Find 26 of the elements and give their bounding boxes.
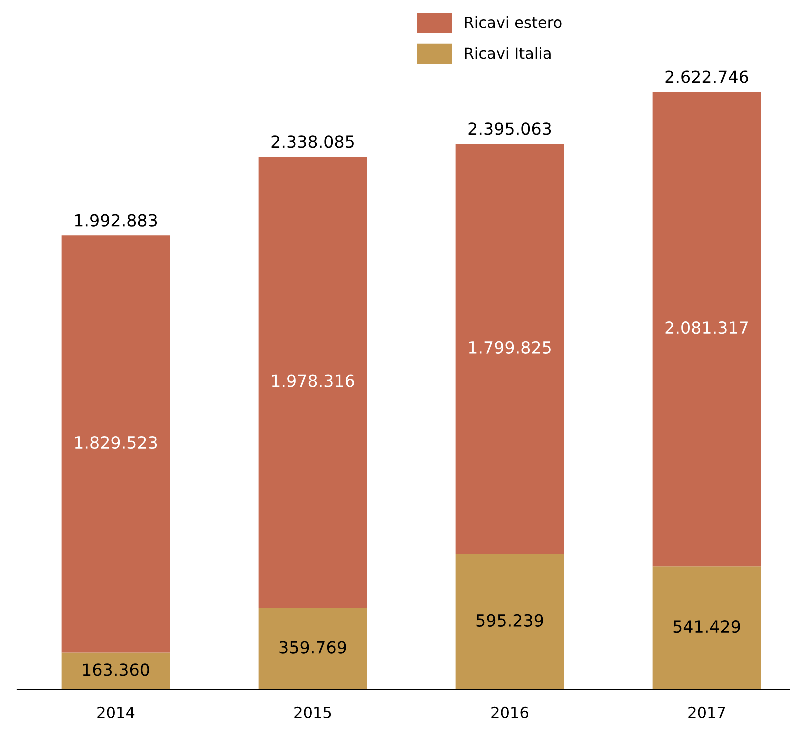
bar — [456, 554, 564, 690]
x-tick-label: 2014 — [98, 706, 135, 718]
data-label: 1.978.316 — [272, 374, 354, 388]
data-label: 1.829.523 — [75, 436, 158, 450]
x-tick-label: 2015 — [294, 706, 332, 718]
data-label: 2.081.317 — [666, 322, 748, 334]
x-tick-label: 2017 — [688, 706, 726, 718]
data-label: 595.239 — [476, 614, 544, 627]
bar — [258, 156, 368, 608]
data-label: 1.799.825 — [469, 341, 551, 354]
total-label: 1.992.883 — [75, 214, 158, 227]
data-label: 359.769 — [280, 641, 346, 654]
bar — [652, 566, 762, 690]
bar — [62, 236, 170, 653]
bar — [258, 608, 368, 690]
bar — [652, 92, 762, 567]
total-label: 2.395.063 — [468, 122, 552, 136]
total-label: 2.622.746 — [666, 70, 748, 84]
legend-label: Ricavi Italia — [465, 47, 551, 60]
x-tick-label: 2016 — [492, 706, 528, 718]
total-label: 2.338.085 — [272, 136, 354, 148]
bar — [62, 652, 170, 690]
data-label: 541.429 — [674, 620, 740, 634]
legend-label: Ricavi estero — [465, 16, 562, 28]
bar — [456, 144, 564, 554]
data-label: 163.360 — [83, 664, 150, 676]
